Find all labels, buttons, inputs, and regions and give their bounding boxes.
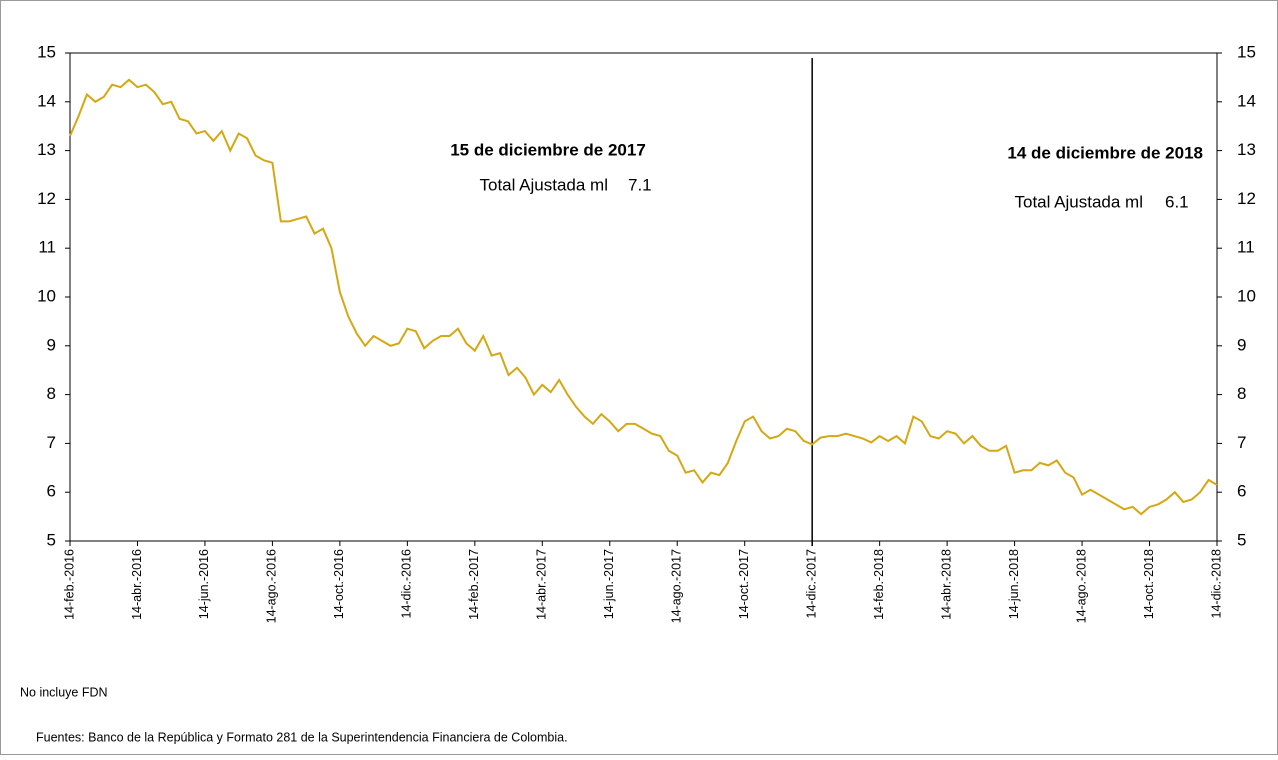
line-series <box>69 78 1218 516</box>
annotation-label: Total Ajustada ml <box>479 175 608 194</box>
x-tick-label: 14-oct.-2018 <box>1142 549 1156 619</box>
annotation-value: 6.1 <box>1165 192 1189 211</box>
x-tick-label: 14-abr.-2018 <box>939 549 953 620</box>
y-tick-label: 9 <box>47 335 56 354</box>
y2-tick-label: 5 <box>1237 530 1246 549</box>
y2-tick-label: 12 <box>1237 189 1256 208</box>
annotation-title: 15 de diciembre de 2017 <box>450 140 646 159</box>
x-tick-label: 14-feb.-2017 <box>467 549 481 620</box>
y-tick-label: 10 <box>37 286 56 305</box>
x-tick-label: 14-abr.-2017 <box>535 549 549 620</box>
y2-tick-label: 11 <box>1237 238 1255 257</box>
x-tick-label: 14-jun.-2016 <box>197 549 211 619</box>
note: No incluye FDN <box>20 685 108 699</box>
x-tick-label: 14-feb.-2016 <box>62 549 76 620</box>
annotation-label: Total Ajustada ml <box>1014 192 1143 211</box>
y-tick-label: 6 <box>47 482 56 501</box>
y-tick-label: 8 <box>47 384 56 403</box>
y2-tick-label: 6 <box>1237 482 1246 501</box>
y-tick-label: 13 <box>37 140 56 159</box>
y2-tick-label: 7 <box>1237 433 1246 452</box>
annotation-value: 7.1 <box>628 175 652 194</box>
y2-tick-label: 8 <box>1237 384 1246 403</box>
y-tick-label: 5 <box>47 530 56 549</box>
annotation-title: 14 de diciembre de 2018 <box>1007 143 1203 162</box>
x-tick-label: 14-oct.-2017 <box>737 549 751 619</box>
y2-tick-label: 9 <box>1237 335 1246 354</box>
y-tick-label: 14 <box>37 91 56 110</box>
x-tick-label: 14-dic.-2016 <box>400 549 414 619</box>
y-tick-label: 7 <box>47 433 56 452</box>
x-tick-label: 14-oct.-2016 <box>332 549 346 619</box>
x-tick-label: 14-feb.-2018 <box>872 549 886 620</box>
x-tick-label: 14-dic.-2017 <box>804 549 818 619</box>
note: Fuentes: Banco de la República y Formato… <box>36 730 568 744</box>
y-tick-label: 11 <box>38 238 56 257</box>
y2-tick-label: 13 <box>1237 140 1256 159</box>
x-tick-label: 14-jun.-2018 <box>1007 549 1021 619</box>
y-tick-label: 12 <box>37 189 56 208</box>
x-tick-label: 14-ago.-2016 <box>265 549 279 623</box>
x-tick-label: 14-ago.-2017 <box>670 549 684 623</box>
y2-tick-label: 10 <box>1237 286 1256 305</box>
x-tick-label: 14-ago.-2018 <box>1074 549 1088 623</box>
y2-tick-label: 14 <box>1237 91 1256 110</box>
y-tick-label: 15 <box>37 42 56 61</box>
x-tick-label: 14-jun.-2017 <box>602 549 616 619</box>
y2-tick-label: 15 <box>1237 42 1256 61</box>
x-tick-label: 14-abr.-2016 <box>130 549 144 620</box>
x-tick-label: 14-dic.-2018 <box>1209 549 1223 619</box>
